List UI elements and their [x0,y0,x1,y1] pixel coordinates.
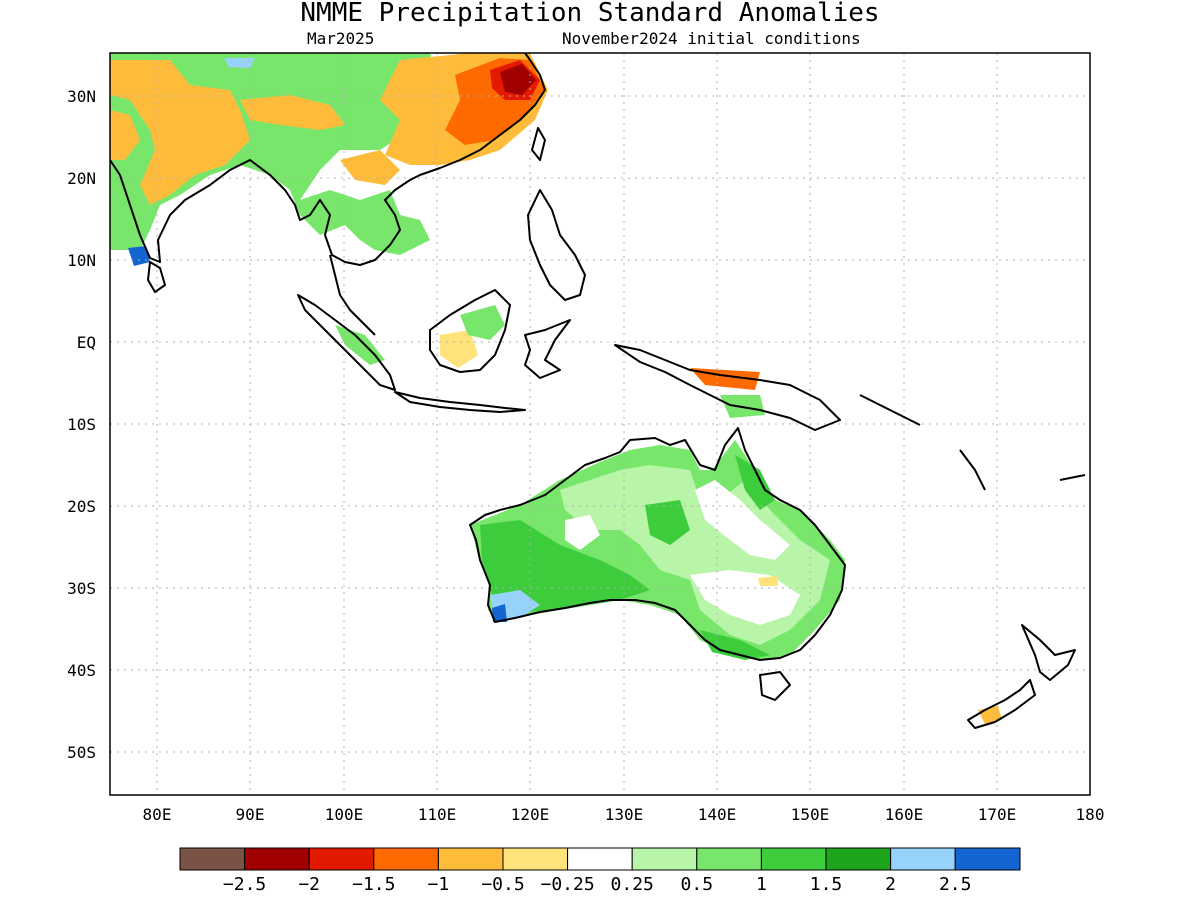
colorbar-swatch [760,847,827,871]
colorbar-swatch [696,847,762,871]
sri-lanka-wet-blue [128,246,150,266]
lat-label: 50S [67,743,96,762]
graticule [110,53,1090,795]
colorbar: −2.5 −2 −1.5 −1 −0.5 −0.25 0.25 0.5 1 1.… [179,847,1021,895]
colorbar-label: −1 [428,874,450,895]
colorbar-swatch [437,847,504,871]
colorbar-swatch [954,847,1021,871]
colorbar-swatch [890,847,956,871]
colorbar-label: 2 [885,874,896,895]
lon-label: 120E [511,805,550,824]
lon-label: 140E [698,805,737,824]
lon-label: 160E [885,805,924,824]
longitude-labels: 80E 90E 100E 110E 120E 130E 140E 150E 16… [143,805,1105,824]
lon-label: 180 [1076,805,1105,824]
java-coastline [394,391,526,413]
lon-label: 90E [236,805,265,824]
lon-label: 150E [791,805,830,824]
latitude-labels: 30N 20N 10N EQ 10S 20S 30S 40S 50S [67,87,96,762]
lat-label: 40S [67,661,96,680]
australia-strong-wet-4 [700,630,770,660]
australia-coastline [469,427,846,661]
indochina-dry [340,150,400,185]
colorbar-swatch [567,847,633,871]
china-extreme-dry-core [500,64,536,95]
australia-near-normal [695,480,790,560]
sw-australia-dark-blue [492,604,507,622]
australia-strong-wet [480,520,650,615]
lat-label: EQ [77,333,96,352]
australia-strong-wet-2 [645,500,690,545]
lon-label: 80E [143,805,172,824]
borneo-coastline [429,289,511,373]
colorbar-label: −2.5 [223,874,266,895]
colorbar-swatch [244,847,310,871]
plot-frame [109,52,1091,796]
colorbar-label: −0.5 [481,874,524,895]
lon-label: 170E [978,805,1017,824]
colorbar-label: 1.5 [810,874,843,895]
colorbar-label: 1 [756,874,767,895]
lat-label: 30S [67,579,96,598]
sulawesi-coastline [524,319,571,379]
lon-label: 130E [605,805,644,824]
colorbar-swatch [502,847,569,871]
map-title: NMME Precipitation Standard Anomalies [300,0,879,28]
anomaly-field [110,53,1002,724]
subtitle-month: Mar2025 [307,29,374,48]
pacific-islands-coastline [859,394,1086,491]
colorbar-label: −2 [298,874,320,895]
lon-label: 100E [325,805,364,824]
colorbar-swatch [825,847,892,871]
australia-strong-wet-3 [735,455,775,510]
india-dry-region-2 [240,95,345,130]
colorbar-label: 2.5 [939,874,972,895]
colorbar-label: 0.5 [681,874,714,895]
coastlines [110,53,1086,729]
new-guinea-coastline [614,344,841,431]
colorbar-swatch [373,847,439,871]
asia-coastline [110,53,546,266]
lat-label: 10N [67,251,96,270]
taiwan-coastline [531,127,546,161]
subtitle-initial-conditions: November2024 initial conditions [562,29,861,48]
tibet-blue [225,58,255,68]
new-zealand-dry [978,706,1002,724]
lat-label: 30N [67,87,96,106]
lat-label: 20N [67,169,96,188]
nw-india-dry [110,110,140,160]
colorbar-swatch [179,847,246,871]
tasmania-coastline [759,671,791,701]
se-australia-dry-spot [758,576,778,586]
lon-label: 110E [418,805,457,824]
new-zealand-north-coastline [1021,624,1076,681]
borneo-dry-spot [440,330,478,368]
malay-peninsula-coastline [329,254,376,336]
australia-near-normal-3 [565,515,600,550]
colorbar-swatch [308,847,375,871]
new-zealand-south-coastline [967,679,1036,729]
colorbar-label: 0.25 [611,874,654,895]
sumatra-coastline [297,294,396,391]
colorbar-label: −0.25 [541,874,595,895]
colorbar-swatch [631,847,698,871]
borneo-wet [460,305,505,340]
sumatra-wet [335,325,385,365]
philippines-coastline [527,189,586,301]
lat-label: 10S [67,415,96,434]
lat-label: 20S [67,497,96,516]
sri-lanka-coastline [147,261,166,293]
colorbar-label: −1.5 [352,874,395,895]
